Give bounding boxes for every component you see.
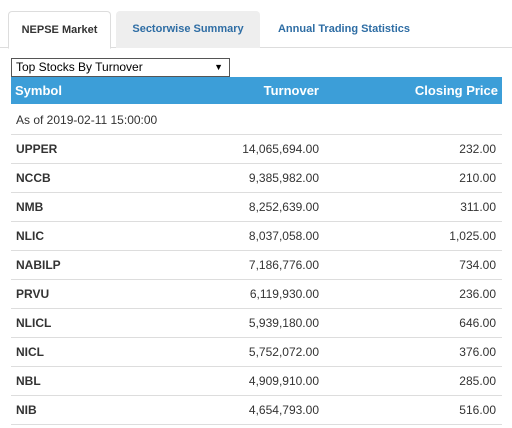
tab-annual-trading-statistics[interactable]: Annual Trading Statistics <box>277 23 411 35</box>
tab-nepse-market[interactable]: NEPSE Market <box>8 11 111 49</box>
row-closing-price: 646.00 <box>459 316 496 330</box>
row-turnover: 9,385,982.00 <box>248 171 319 185</box>
tab-sectorwise-summary[interactable]: Sectorwise Summary <box>116 11 260 48</box>
row-turnover: 4,909,910.00 <box>248 374 319 388</box>
row-turnover: 4,654,793.00 <box>248 403 319 417</box>
row-turnover: 5,752,072.00 <box>248 345 319 359</box>
header-symbol: Symbol <box>15 83 62 98</box>
row-symbol: NLIC <box>16 229 44 243</box>
row-turnover: 6,119,930.00 <box>249 287 319 301</box>
row-closing-price: 210.00 <box>459 171 496 185</box>
row-turnover: 8,252,639.00 <box>248 200 319 214</box>
row-closing-price: 311.00 <box>460 200 496 214</box>
row-symbol: NBL <box>16 374 41 388</box>
header-closing-price: Closing Price <box>414 83 498 98</box>
row-closing-price: 734.00 <box>459 258 496 272</box>
top-stocks-select[interactable]: Top Stocks By Turnover ▼ <box>11 58 230 77</box>
stocks-table-body: UPPER 14,065,694.00 232.00 NCCB 9,385,98… <box>11 135 502 425</box>
row-closing-price: 516.00 <box>459 403 496 417</box>
row-symbol: NICL <box>16 345 44 359</box>
table-row: NIB 4,654,793.00 516.00 <box>11 396 502 425</box>
header-turnover: Turnover <box>263 83 319 98</box>
row-symbol: NCCB <box>16 171 51 185</box>
table-row: NMB 8,252,639.00 311.00 <box>11 193 502 222</box>
chevron-down-icon: ▼ <box>214 62 223 72</box>
row-symbol: NMB <box>16 200 44 214</box>
table-row: NBL 4,909,910.00 285.00 <box>11 367 502 396</box>
row-turnover: 14,065,694.00 <box>242 142 319 156</box>
table-row: NABILP 7,186,776.00 734.00 <box>11 251 502 280</box>
row-closing-price: 232.00 <box>459 142 496 156</box>
row-turnover: 5,939,180.00 <box>248 316 319 330</box>
as-of-timestamp: As of 2019-02-11 15:00:00 <box>11 105 502 135</box>
table-row: NCCB 9,385,982.00 210.00 <box>11 164 502 193</box>
row-symbol: NLICL <box>16 316 52 330</box>
table-row: NICL 5,752,072.00 376.00 <box>11 338 502 367</box>
row-closing-price: 1,025.00 <box>449 229 496 243</box>
row-turnover: 8,037,058.00 <box>248 229 319 243</box>
row-closing-price: 376.00 <box>459 345 496 359</box>
row-symbol: PRVU <box>16 287 50 301</box>
row-symbol: NIB <box>16 403 37 417</box>
table-header: Symbol Turnover Closing Price <box>11 77 502 104</box>
row-symbol: NABILP <box>16 258 61 272</box>
table-row: NLIC 8,037,058.00 1,025.00 <box>11 222 502 251</box>
table-row: NLICL 5,939,180.00 646.00 <box>11 309 502 338</box>
market-tabs: NEPSE Market Sectorwise Summary Annual T… <box>0 0 512 49</box>
row-turnover: 7,186,776.00 <box>248 258 319 272</box>
table-row: UPPER 14,065,694.00 232.00 <box>11 135 502 164</box>
select-value: Top Stocks By Turnover <box>16 60 143 74</box>
row-closing-price: 236.00 <box>459 287 496 301</box>
table-row: PRVU 6,119,930.00 236.00 <box>11 280 502 309</box>
row-closing-price: 285.00 <box>459 374 496 388</box>
row-symbol: UPPER <box>16 142 58 156</box>
